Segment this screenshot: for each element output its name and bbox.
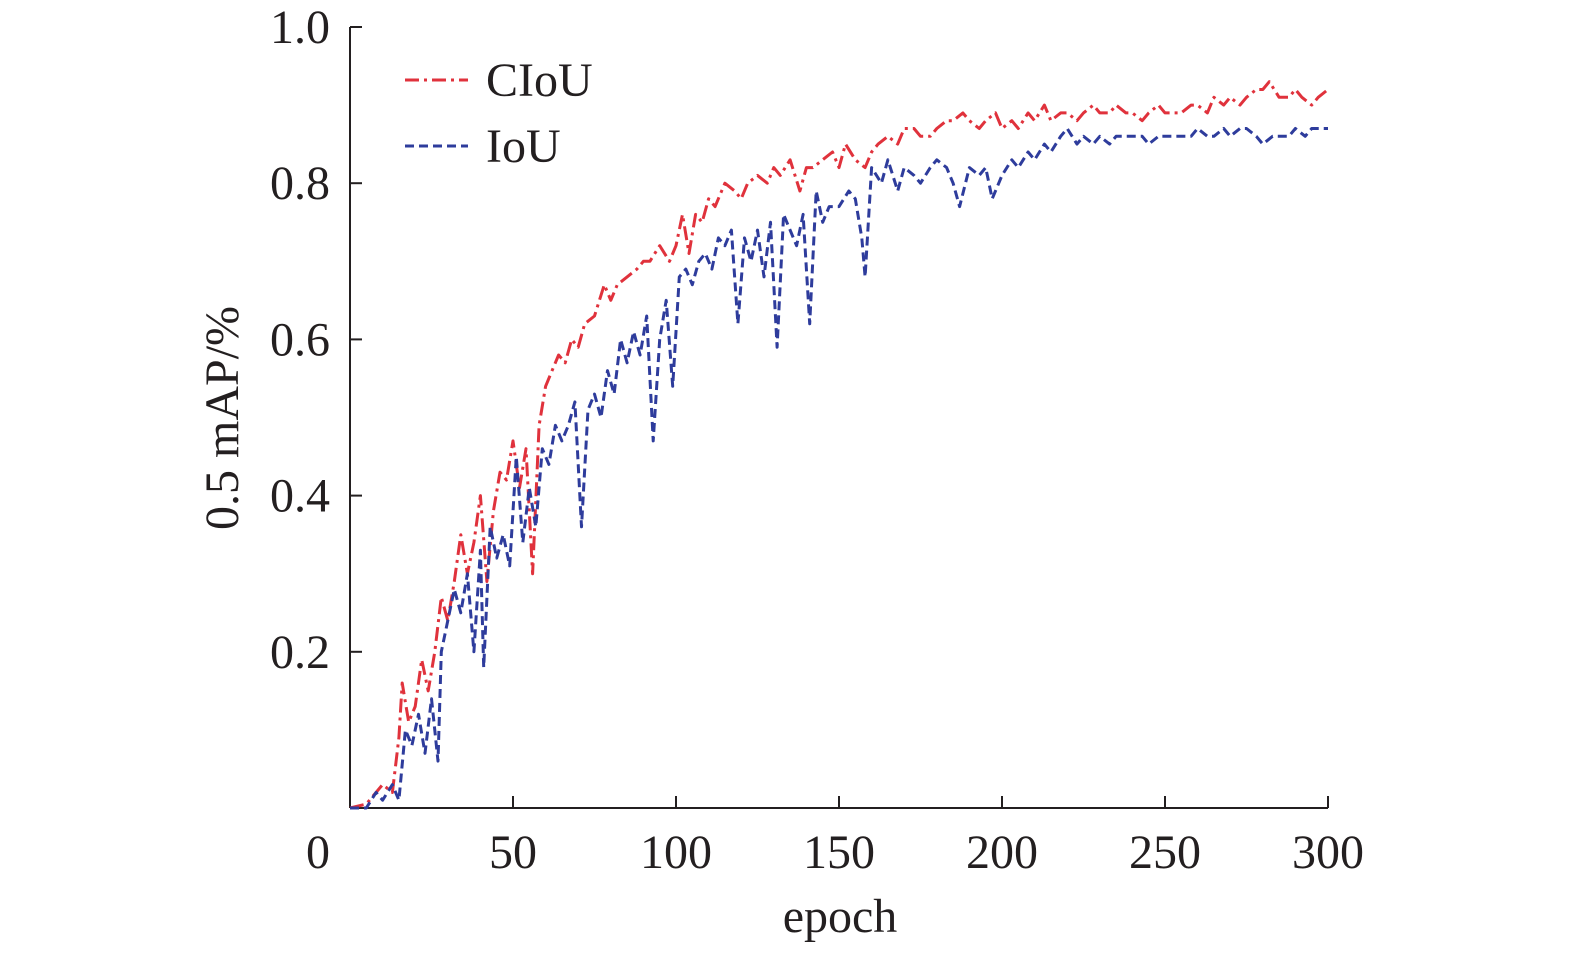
- legend: CIoU IoU: [405, 54, 593, 173]
- x-tick-label: 100: [640, 826, 712, 879]
- y-tick-label: 0.4: [270, 470, 330, 523]
- legend-label-iou: IoU: [486, 120, 561, 173]
- series-layer: [349, 80, 1329, 810]
- y-tick-label: 0.6: [270, 313, 330, 366]
- x-tick-label: 250: [1129, 826, 1201, 879]
- x-tick-label: 200: [966, 826, 1038, 879]
- x-tick-label: 0: [306, 826, 330, 879]
- y-tick-label: 1.0: [270, 1, 330, 54]
- y-tick-label: 0.2: [270, 626, 330, 679]
- series-line-iou: [350, 127, 1328, 810]
- series-line-ciou: [349, 80, 1329, 810]
- x-tick-label: 300: [1292, 826, 1364, 879]
- y-tick-label: 0.8: [270, 157, 330, 210]
- x-tick-label: 50: [489, 826, 537, 879]
- x-tick-label: 150: [803, 826, 875, 879]
- y-axis-label: 0.5 mAP/%: [196, 306, 249, 530]
- legend-label-ciou: CIoU: [486, 54, 593, 107]
- axes: 0 50 100 150 200 250 300 0.2 0.4 0.6 0.8 1.0: [270, 1, 1364, 879]
- x-axis-label: epoch: [783, 890, 898, 943]
